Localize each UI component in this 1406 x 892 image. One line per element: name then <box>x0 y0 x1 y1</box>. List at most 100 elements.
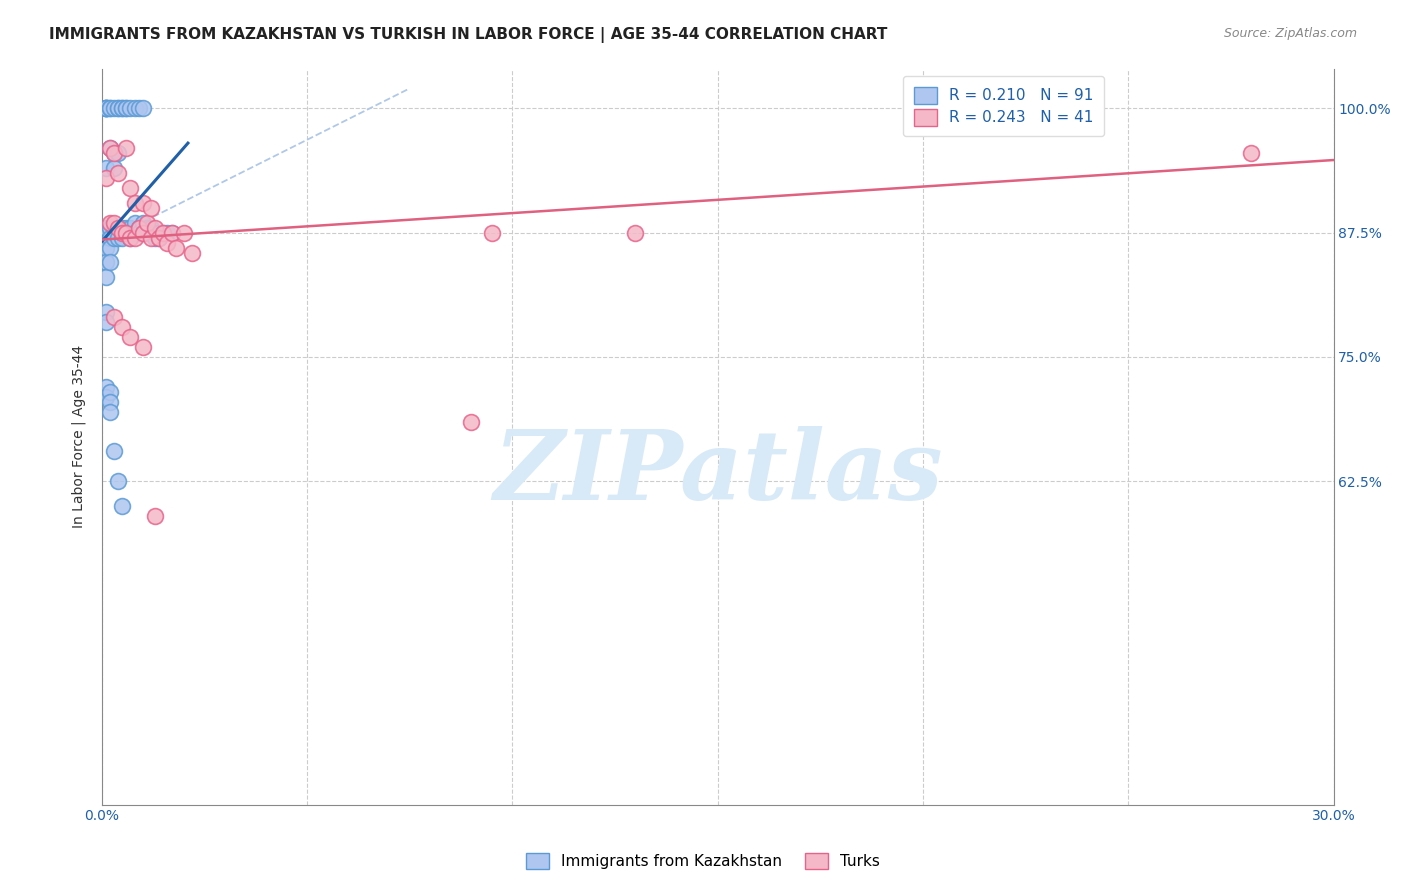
Point <box>98 255 121 269</box>
Point <box>139 220 162 235</box>
Point <box>120 230 142 244</box>
Point <box>120 220 142 235</box>
Point <box>160 226 183 240</box>
Point <box>128 101 150 115</box>
Point <box>111 220 134 235</box>
Point <box>103 310 125 325</box>
Point <box>124 101 146 115</box>
Point <box>94 101 117 115</box>
Legend: Immigrants from Kazakhstan, Turks: Immigrants from Kazakhstan, Turks <box>520 847 886 875</box>
Point <box>94 101 117 115</box>
Point <box>481 226 503 240</box>
Point <box>128 220 150 235</box>
Point <box>98 230 121 244</box>
Point <box>98 216 121 230</box>
Point <box>103 101 125 115</box>
Point <box>94 380 117 394</box>
Point <box>111 226 134 240</box>
Point <box>135 226 157 240</box>
Point <box>124 226 146 240</box>
Point <box>132 101 155 115</box>
Point <box>107 220 129 235</box>
Point <box>128 220 150 235</box>
Point <box>139 230 162 244</box>
Point <box>98 394 121 409</box>
Point <box>98 220 121 235</box>
Point <box>135 216 157 230</box>
Point <box>1240 146 1263 161</box>
Point <box>132 226 155 240</box>
Point <box>94 220 117 235</box>
Point <box>107 230 129 244</box>
Point <box>124 195 146 210</box>
Point <box>115 101 138 115</box>
Point <box>624 226 647 240</box>
Point <box>181 245 204 260</box>
Point <box>139 226 162 240</box>
Point <box>173 226 195 240</box>
Point <box>107 475 129 489</box>
Point <box>115 226 138 240</box>
Point <box>111 320 134 334</box>
Point <box>94 270 117 285</box>
Point <box>148 230 170 244</box>
Point <box>107 220 129 235</box>
Point <box>111 101 134 115</box>
Point <box>98 101 121 115</box>
Point <box>143 230 166 244</box>
Point <box>156 226 179 240</box>
Point <box>98 384 121 399</box>
Point <box>139 201 162 215</box>
Point <box>120 181 142 195</box>
Point <box>103 146 125 161</box>
Point <box>94 101 117 115</box>
Point <box>111 230 134 244</box>
Point <box>165 241 187 255</box>
Point <box>107 166 129 180</box>
Point <box>115 141 138 155</box>
Point <box>94 101 117 115</box>
Point <box>135 220 157 235</box>
Point <box>94 101 117 115</box>
Point <box>152 226 174 240</box>
Point <box>94 390 117 404</box>
Point <box>107 146 129 161</box>
Point <box>120 330 142 344</box>
Point <box>107 101 129 115</box>
Point <box>103 220 125 235</box>
Text: Source: ZipAtlas.com: Source: ZipAtlas.com <box>1223 27 1357 40</box>
Point <box>152 226 174 240</box>
Point <box>103 444 125 458</box>
Point <box>143 509 166 524</box>
Point <box>143 226 166 240</box>
Point <box>94 241 117 255</box>
Y-axis label: In Labor Force | Age 35-44: In Labor Force | Age 35-44 <box>72 345 86 528</box>
Point <box>124 216 146 230</box>
Point <box>107 101 129 115</box>
Point <box>148 230 170 244</box>
Point <box>148 226 170 240</box>
Point <box>94 170 117 185</box>
Point <box>115 226 138 240</box>
Point <box>98 141 121 155</box>
Point <box>128 226 150 240</box>
Legend: R = 0.210   N = 91, R = 0.243   N = 41: R = 0.210 N = 91, R = 0.243 N = 41 <box>903 76 1104 136</box>
Point <box>98 241 121 255</box>
Point <box>111 499 134 513</box>
Point <box>160 226 183 240</box>
Point <box>120 230 142 244</box>
Point <box>115 101 138 115</box>
Point <box>111 101 134 115</box>
Point <box>143 220 166 235</box>
Point <box>98 101 121 115</box>
Point <box>460 415 482 429</box>
Point <box>132 226 155 240</box>
Point <box>156 235 179 250</box>
Point <box>103 230 125 244</box>
Point <box>103 161 125 175</box>
Point <box>120 101 142 115</box>
Text: IMMIGRANTS FROM KAZAKHSTAN VS TURKISH IN LABOR FORCE | AGE 35-44 CORRELATION CHA: IMMIGRANTS FROM KAZAKHSTAN VS TURKISH IN… <box>49 27 887 43</box>
Text: ZIPatlas: ZIPatlas <box>492 426 942 520</box>
Point <box>94 315 117 329</box>
Point <box>94 161 117 175</box>
